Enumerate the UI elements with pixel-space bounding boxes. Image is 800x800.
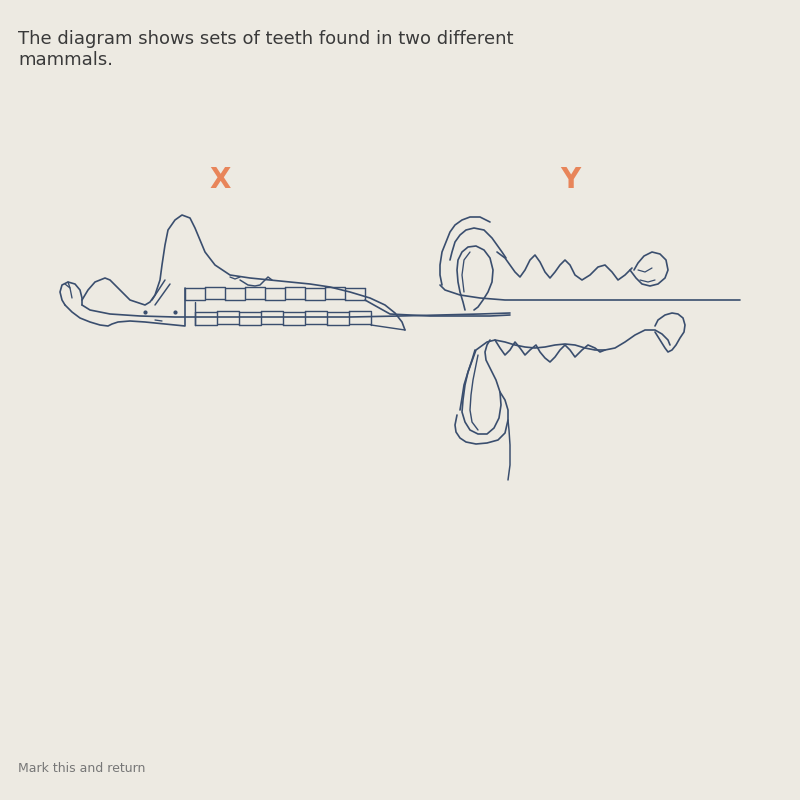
Text: Y: Y [560, 166, 580, 194]
Text: Mark this and return: Mark this and return [18, 762, 146, 775]
Text: X: X [210, 166, 230, 194]
Text: The diagram shows sets of teeth found in two different
mammals.: The diagram shows sets of teeth found in… [18, 30, 514, 69]
